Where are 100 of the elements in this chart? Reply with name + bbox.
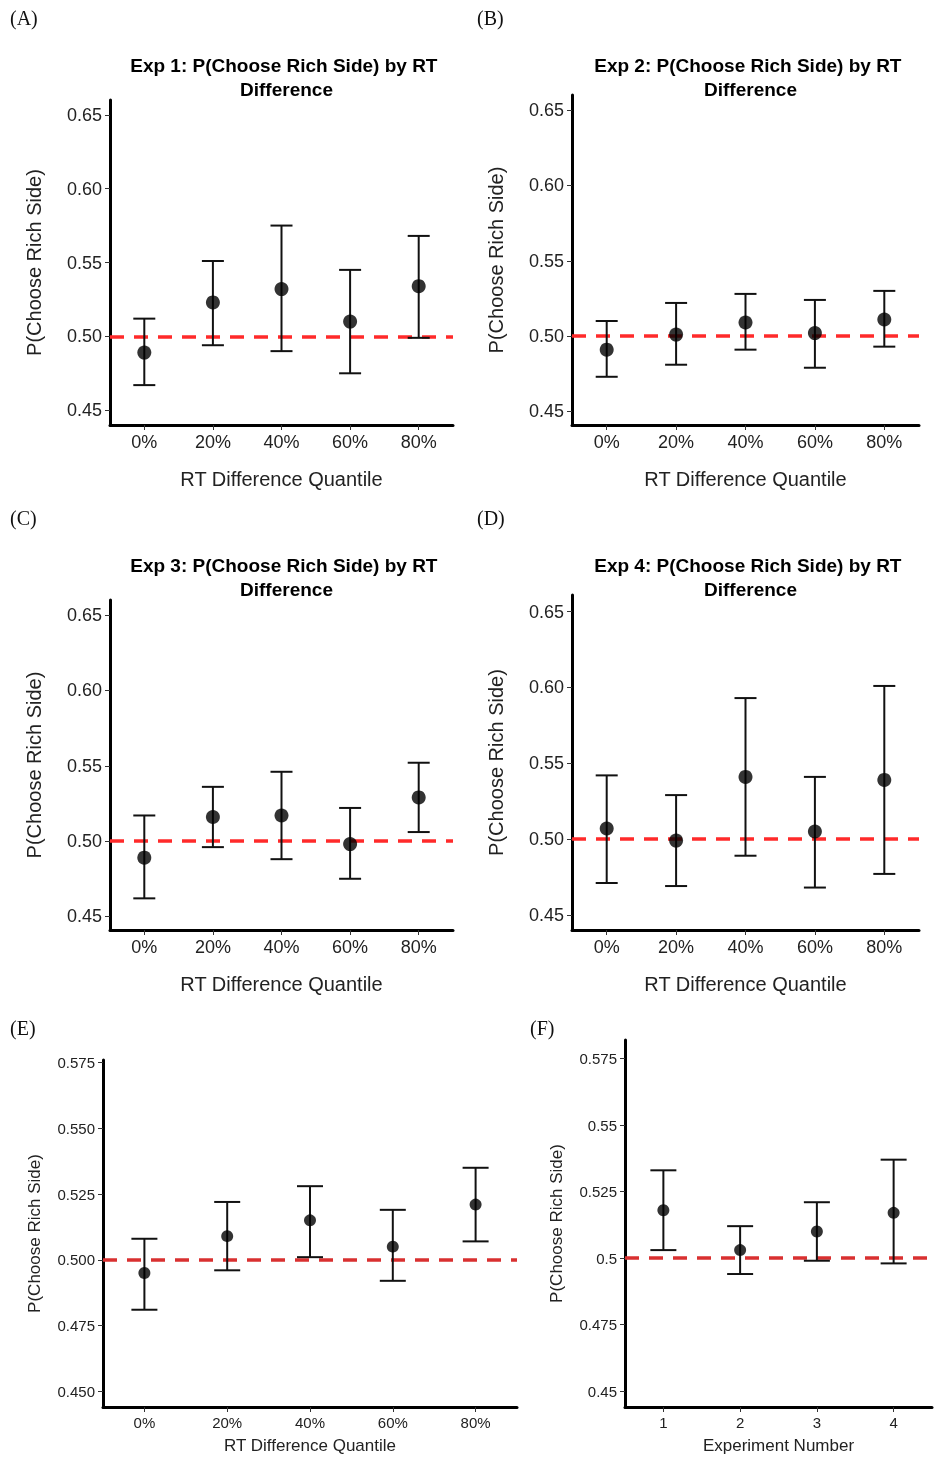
y-tick-label: 0.475 <box>57 1317 95 1335</box>
point <box>274 282 289 297</box>
point <box>343 314 358 329</box>
y-tick-label: 0.450 <box>57 1382 95 1400</box>
y-axis-title: P(Choose Rich Side) <box>485 166 507 354</box>
point <box>887 1206 900 1219</box>
x-tick-label: 60% <box>796 937 833 957</box>
y-tick-label: 0.60 <box>66 178 102 199</box>
text: (E) <box>10 1017 36 1040</box>
x-tick-label: 0% <box>131 937 158 957</box>
x-axis-title: RT Difference Quantile <box>180 973 383 995</box>
text: (F) <box>530 1017 555 1040</box>
x-axis-title: RT Difference Quantile <box>644 468 847 490</box>
point <box>304 1214 316 1227</box>
x-axis-title: RT Difference Quantile <box>180 468 383 490</box>
x-axis-title: RT Difference Quantile <box>224 1436 396 1455</box>
point <box>137 345 152 360</box>
y-tick-label: 0.500 <box>57 1251 95 1269</box>
y-tick-label: 0.60 <box>66 680 102 701</box>
point <box>807 326 822 341</box>
y-tick-label: 0.60 <box>528 677 564 698</box>
point <box>669 327 684 342</box>
x-tick-label: 0% <box>133 1414 156 1431</box>
point <box>137 850 152 865</box>
chart-title: Exp 4: P(Choose Rich Side) by RT Difference <box>594 554 907 600</box>
point <box>810 1225 823 1238</box>
x-tick-label: 40% <box>294 1414 326 1431</box>
text: (B) <box>477 7 504 30</box>
y-tick-label: 0.575 <box>57 1054 95 1072</box>
y-axis-title: P(Choose Rich Side) <box>25 1154 44 1313</box>
text: (A) <box>10 7 38 30</box>
y-tick-label: 0.65 <box>66 605 102 626</box>
x-tick-label: 60% <box>332 432 369 452</box>
x-tick-label: 0% <box>593 432 620 452</box>
y-tick-label: 0.55 <box>528 753 564 774</box>
x-tick-label: 3 <box>812 1414 822 1431</box>
x-tick-label: 0% <box>131 432 158 452</box>
y-tick-label: 0.45 <box>66 906 102 927</box>
y-tick-label: 0.45 <box>66 400 102 421</box>
y-axis-title: P(Choose Rich Side) <box>23 671 45 859</box>
text: (D) <box>477 507 505 530</box>
point <box>411 279 426 294</box>
x-tick-label: 0% <box>593 937 620 957</box>
y-tick-label: 0.550 <box>57 1119 95 1137</box>
y-tick-label: 0.525 <box>579 1183 617 1201</box>
y-tick-label: 0.50 <box>66 326 102 347</box>
x-tick-label: 4 <box>889 1414 898 1431</box>
chart-title: Exp 2: P(Choose Rich Side) by RT Difference <box>594 54 907 100</box>
y-axis-title: P(Choose Rich Side) <box>547 1144 566 1303</box>
x-tick-label: 2 <box>735 1414 745 1431</box>
y-tick-label: 0.575 <box>579 1050 617 1068</box>
y-tick-label: 0.50 <box>528 829 564 850</box>
x-tick-label: 80% <box>400 937 437 957</box>
point <box>657 1204 670 1217</box>
y-axis-title: P(Choose Rich Side) <box>485 669 507 856</box>
point <box>738 315 753 330</box>
point <box>599 342 614 357</box>
point <box>386 1240 399 1253</box>
x-tick-label: 80% <box>400 432 437 452</box>
x-tick-label: 20% <box>212 1414 243 1431</box>
x-tick-label: 40% <box>263 937 300 957</box>
x-axis-title: Experiment Number <box>702 1436 855 1455</box>
x-axis-title: RT Difference Quantile <box>644 973 847 995</box>
x-tick-label: 40% <box>727 937 764 957</box>
x-tick-label: 60% <box>377 1414 408 1431</box>
x-tick-label: 20% <box>194 937 231 957</box>
y-tick-label: 0.55 <box>66 252 102 273</box>
point <box>411 790 426 805</box>
y-tick-label: 0.45 <box>587 1382 617 1400</box>
y-tick-label: 0.65 <box>528 100 564 121</box>
point <box>877 772 892 787</box>
text: (C) <box>10 507 37 530</box>
point <box>205 295 220 310</box>
point <box>221 1230 234 1243</box>
y-axis-title: P(Choose Rich Side) <box>23 169 45 356</box>
x-tick-label: 80% <box>866 432 903 452</box>
y-tick-label: 0.45 <box>528 904 564 925</box>
point <box>274 808 289 823</box>
x-tick-label: 40% <box>263 432 300 452</box>
x-tick-label: 20% <box>194 432 231 452</box>
x-tick-label: 80% <box>460 1414 491 1431</box>
point <box>734 1244 747 1257</box>
y-tick-label: 0.55 <box>528 250 564 271</box>
y-tick-label: 0.5 <box>596 1249 617 1267</box>
x-tick-label: 60% <box>332 937 369 957</box>
y-tick-label: 0.55 <box>587 1116 617 1134</box>
y-tick-label: 0.60 <box>528 175 564 196</box>
y-tick-label: 0.55 <box>66 755 102 776</box>
y-tick-label: 0.50 <box>66 831 102 852</box>
point <box>205 809 220 824</box>
y-tick-label: 0.475 <box>579 1316 617 1334</box>
x-tick-label: 60% <box>796 432 833 452</box>
x-tick-label: 40% <box>727 432 764 452</box>
x-tick-label: 1 <box>659 1414 668 1431</box>
point <box>469 1198 482 1211</box>
chart-title: Exp 1: P(Choose Rich Side) by RT Difference <box>130 54 443 100</box>
chart-title: Exp 3: P(Choose Rich Side) by RT Difference <box>130 554 443 600</box>
point <box>738 769 753 784</box>
y-tick-label: 0.50 <box>528 326 564 347</box>
x-tick-label: 20% <box>658 432 695 452</box>
